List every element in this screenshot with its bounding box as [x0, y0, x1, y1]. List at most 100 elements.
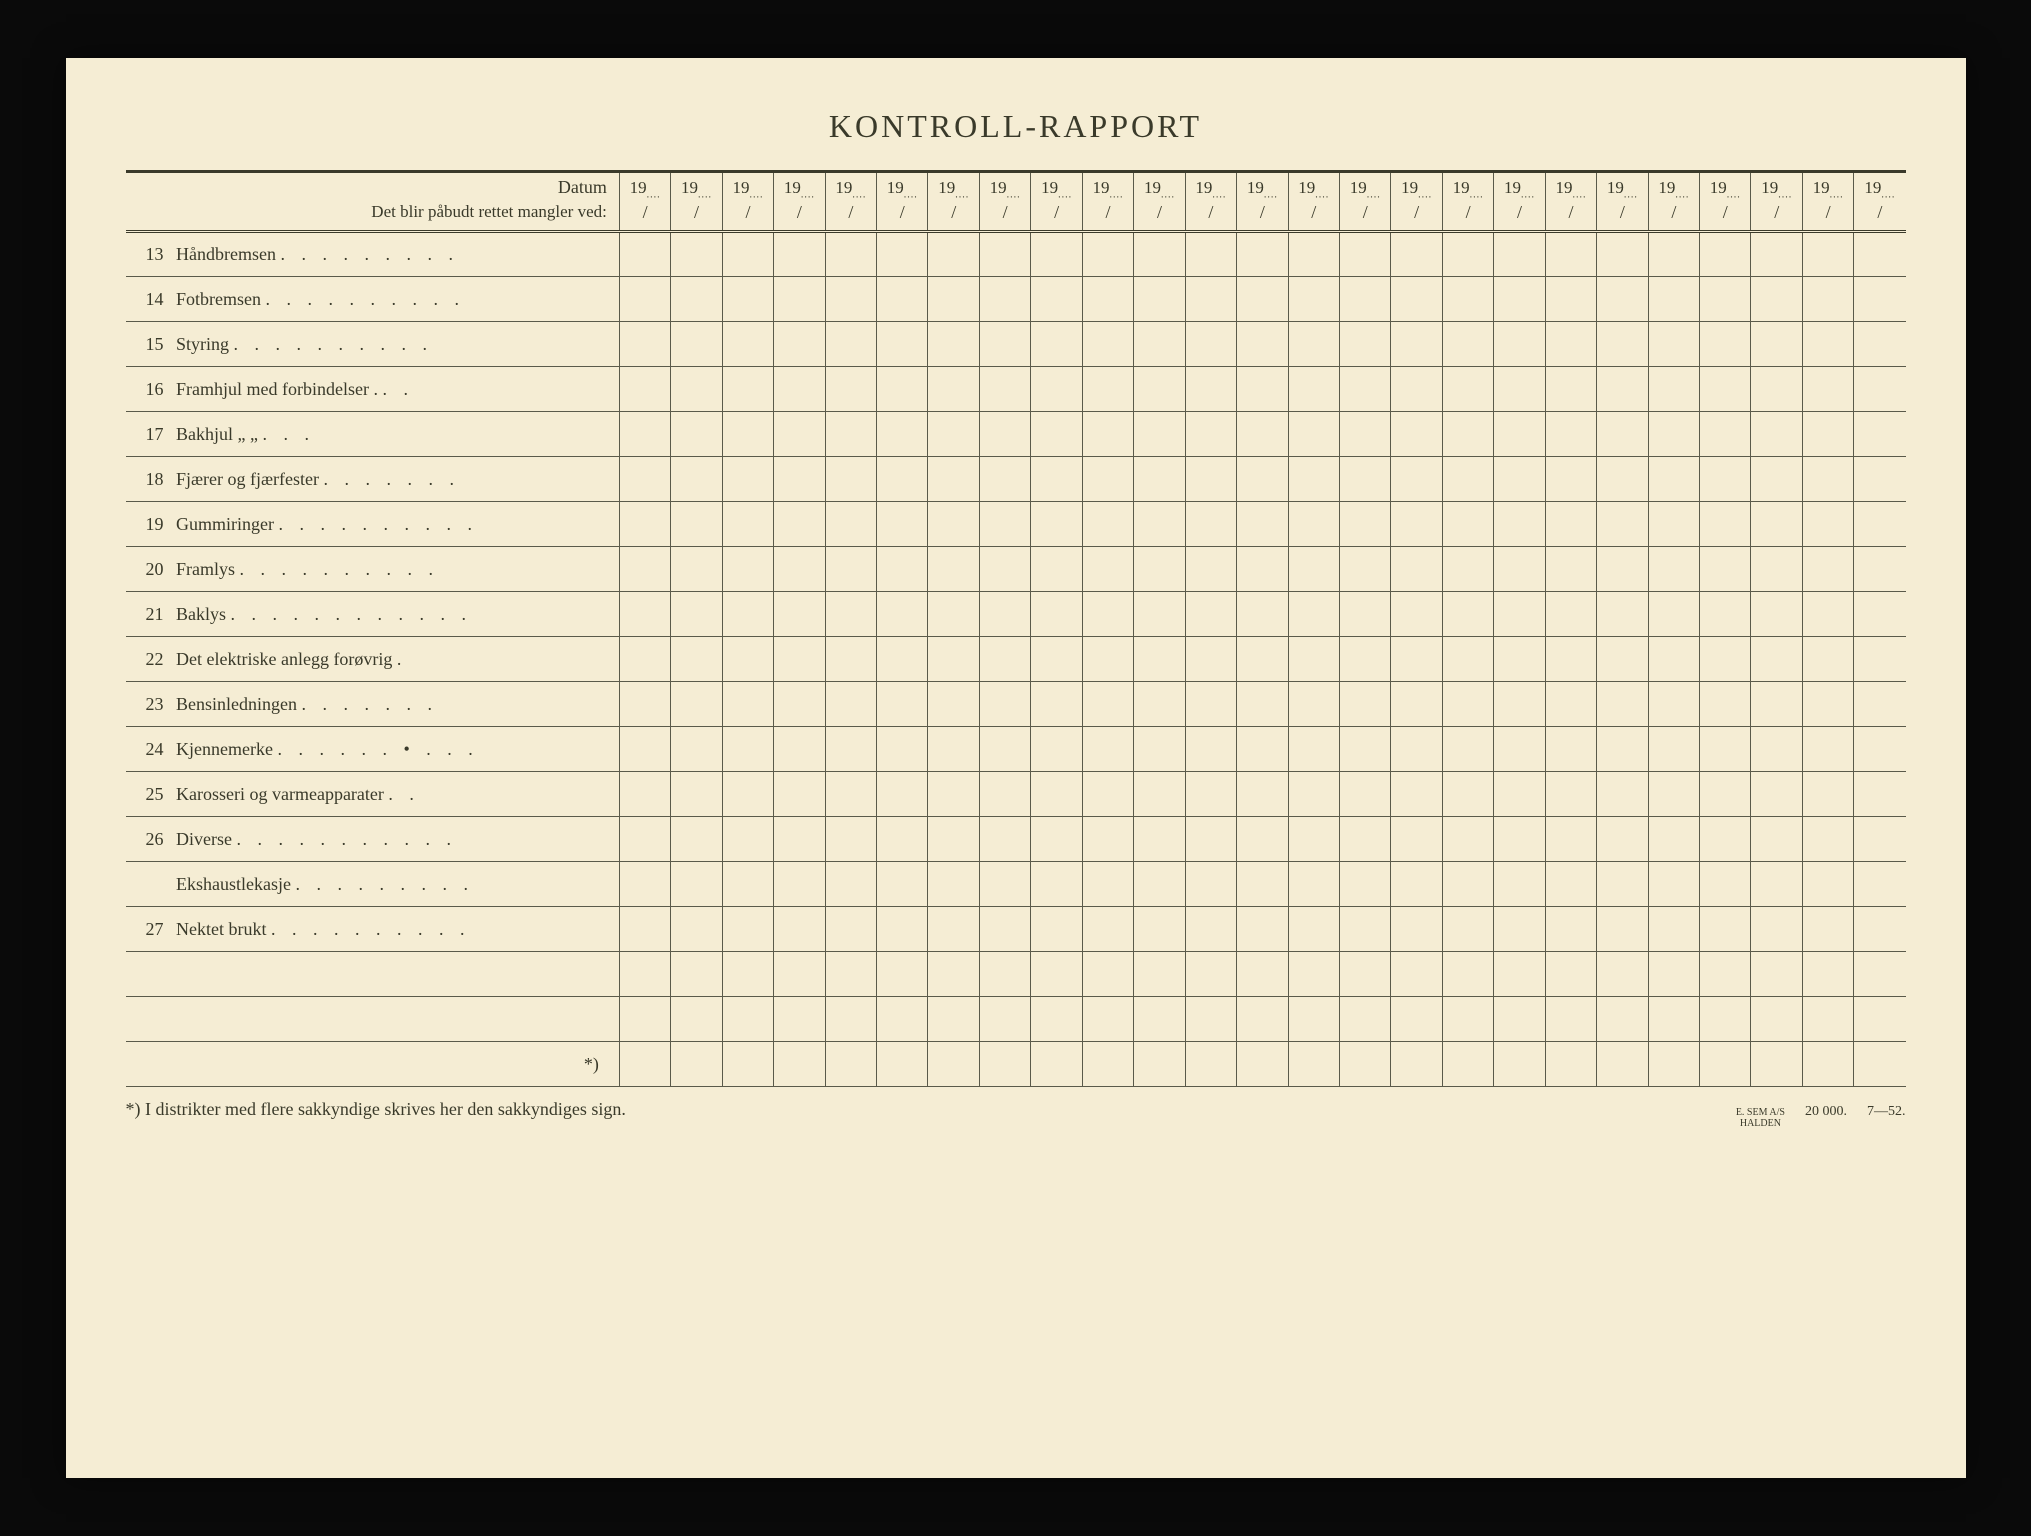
data-cell: [1545, 1042, 1596, 1087]
data-cell: [1288, 772, 1339, 817]
row-dots: . . . . . . . . . . .: [236, 829, 457, 849]
print-run: 20 000.: [1805, 1104, 1847, 1120]
data-cell: [928, 862, 979, 907]
data-cell: [1031, 997, 1082, 1042]
data-cell: [979, 592, 1030, 637]
data-cell: [1288, 232, 1339, 277]
row-item-text: Gummiringer: [172, 514, 279, 534]
data-cell: [619, 502, 670, 547]
slash-header-cell: /: [928, 202, 979, 232]
data-cell: [1288, 637, 1339, 682]
data-cell: [1339, 322, 1390, 367]
year-header-cell: 19....: [1134, 172, 1185, 202]
data-cell: [825, 727, 876, 772]
table-row: 14 Fotbremsen . . . . . . . . . .: [126, 277, 1906, 322]
data-cell: [1494, 907, 1545, 952]
data-cell: [1494, 367, 1545, 412]
year-header-cell: 19....: [1185, 172, 1236, 202]
data-cell: [1751, 547, 1802, 592]
data-cell: [619, 772, 670, 817]
year-header-cell: 19....: [1339, 172, 1390, 202]
data-cell: [671, 502, 722, 547]
data-cell: [1339, 727, 1390, 772]
data-cell: [1545, 457, 1596, 502]
data-cell: [1442, 322, 1493, 367]
data-cell: [1545, 502, 1596, 547]
data-cell: [1391, 457, 1442, 502]
data-cell: [877, 547, 928, 592]
data-cell: [1494, 232, 1545, 277]
data-cell: [619, 232, 670, 277]
data-cell: [1082, 682, 1133, 727]
data-cell: [1751, 277, 1802, 322]
data-cell: [1700, 502, 1751, 547]
data-cell: [1237, 727, 1288, 772]
year-header-cell: 19....: [825, 172, 876, 202]
table-row: 15 Styring . . . . . . . . . .: [126, 322, 1906, 367]
row-dots: . . . . . . . . .: [295, 874, 474, 894]
data-cell: [1700, 727, 1751, 772]
data-cell: [1237, 277, 1288, 322]
data-cell: [774, 862, 825, 907]
data-cell: [1082, 322, 1133, 367]
data-cell: [1339, 367, 1390, 412]
data-cell: [1031, 637, 1082, 682]
data-cell: [928, 817, 979, 862]
data-cell: [928, 277, 979, 322]
data-cell: [619, 727, 670, 772]
data-cell: [671, 367, 722, 412]
data-cell: [877, 232, 928, 277]
slash-header-cell: /: [1288, 202, 1339, 232]
data-cell: [1134, 772, 1185, 817]
data-cell: [1700, 1042, 1751, 1087]
data-cell: [825, 1042, 876, 1087]
data-cell: [1442, 592, 1493, 637]
footnote-publisher-info: E. SEM A/S HALDEN 20 000. 7—52.: [1736, 1104, 1906, 1129]
data-cell: [825, 457, 876, 502]
data-cell: [1237, 637, 1288, 682]
slash-header-cell: /: [979, 202, 1030, 232]
data-cell: [1442, 952, 1493, 997]
data-cell: [825, 547, 876, 592]
data-cell: [979, 997, 1030, 1042]
data-cell: [1802, 637, 1853, 682]
data-cell: [1597, 592, 1648, 637]
data-cell: [619, 367, 670, 412]
slash-header-cell: /: [1494, 202, 1545, 232]
data-cell: [1494, 277, 1545, 322]
data-cell: [1185, 817, 1236, 862]
data-cell: [1185, 637, 1236, 682]
data-cell: [1288, 817, 1339, 862]
data-cell: [1442, 547, 1493, 592]
edition-code: 7—52.: [1867, 1104, 1906, 1120]
slash-header-cell: /: [1134, 202, 1185, 232]
data-cell: [1031, 862, 1082, 907]
data-cell: [877, 367, 928, 412]
data-cell: [722, 862, 773, 907]
data-cell: [1134, 502, 1185, 547]
table-row: 19 Gummiringer . . . . . . . . . .: [126, 502, 1906, 547]
data-cell: [1339, 277, 1390, 322]
slash-header-cell: /: [1545, 202, 1596, 232]
data-cell: [1700, 457, 1751, 502]
table-row: 22 Det elektriske anlegg forøvrig .: [126, 637, 1906, 682]
data-cell: [1751, 1042, 1802, 1087]
data-cell: [1545, 952, 1596, 997]
data-cell: [928, 772, 979, 817]
data-cell: [1391, 862, 1442, 907]
subheader-label: Det blir påbudt rettet mangler ved:: [126, 202, 620, 232]
row-label-cell: 23 Bensinledningen . . . . . . .: [126, 682, 620, 727]
data-cell: [1339, 817, 1390, 862]
data-cell: [1648, 637, 1699, 682]
data-cell: [671, 637, 722, 682]
data-cell: [1597, 547, 1648, 592]
data-cell: [1391, 412, 1442, 457]
data-cell: [825, 637, 876, 682]
data-cell: [1237, 997, 1288, 1042]
row-dots: . . . . . . . . . .: [278, 514, 478, 534]
data-cell: [671, 727, 722, 772]
data-cell: [722, 277, 773, 322]
data-cell: [671, 457, 722, 502]
data-cell: [1185, 862, 1236, 907]
data-cell: [1185, 727, 1236, 772]
